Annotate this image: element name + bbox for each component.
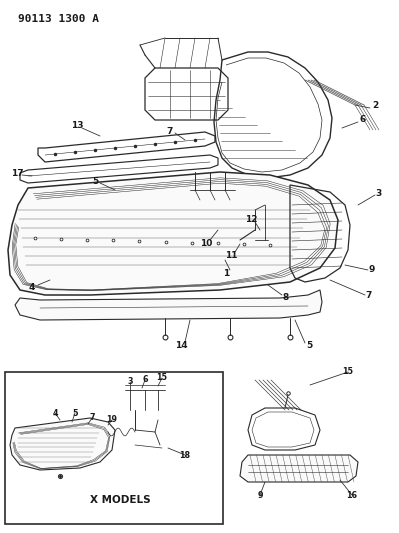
Text: 7: 7: [167, 126, 173, 135]
Text: 7: 7: [366, 290, 372, 300]
Text: 3: 3: [376, 189, 382, 198]
Text: X MODELS: X MODELS: [90, 495, 150, 505]
Text: 4: 4: [52, 408, 58, 417]
Text: 15: 15: [156, 374, 168, 383]
Text: 19: 19: [107, 416, 117, 424]
Text: 4: 4: [29, 282, 35, 292]
Text: 18: 18: [180, 450, 191, 459]
Text: 12: 12: [245, 214, 257, 223]
Text: 9: 9: [257, 490, 263, 499]
Text: 1: 1: [223, 270, 229, 279]
Text: 10: 10: [200, 239, 212, 248]
Text: 3: 3: [127, 377, 133, 386]
Text: 5: 5: [92, 176, 98, 185]
Text: 5: 5: [306, 341, 312, 350]
Text: 17: 17: [11, 169, 23, 179]
Polygon shape: [240, 455, 358, 482]
Text: 6: 6: [142, 376, 148, 384]
Text: 9: 9: [369, 265, 375, 274]
Text: 8: 8: [283, 293, 289, 302]
Text: 6: 6: [360, 116, 366, 125]
Text: 16: 16: [346, 490, 358, 499]
Text: 2: 2: [372, 101, 378, 109]
Text: 13: 13: [71, 120, 83, 130]
Polygon shape: [10, 418, 115, 470]
Polygon shape: [8, 172, 338, 295]
Text: 7: 7: [89, 414, 95, 423]
Text: 90113 1300 A: 90113 1300 A: [18, 14, 99, 24]
Text: 11: 11: [225, 252, 237, 261]
Text: 14: 14: [175, 342, 187, 351]
Text: 5: 5: [72, 408, 78, 417]
Polygon shape: [15, 290, 322, 320]
Text: 15: 15: [342, 367, 354, 376]
Bar: [5, 372, 223, 524]
